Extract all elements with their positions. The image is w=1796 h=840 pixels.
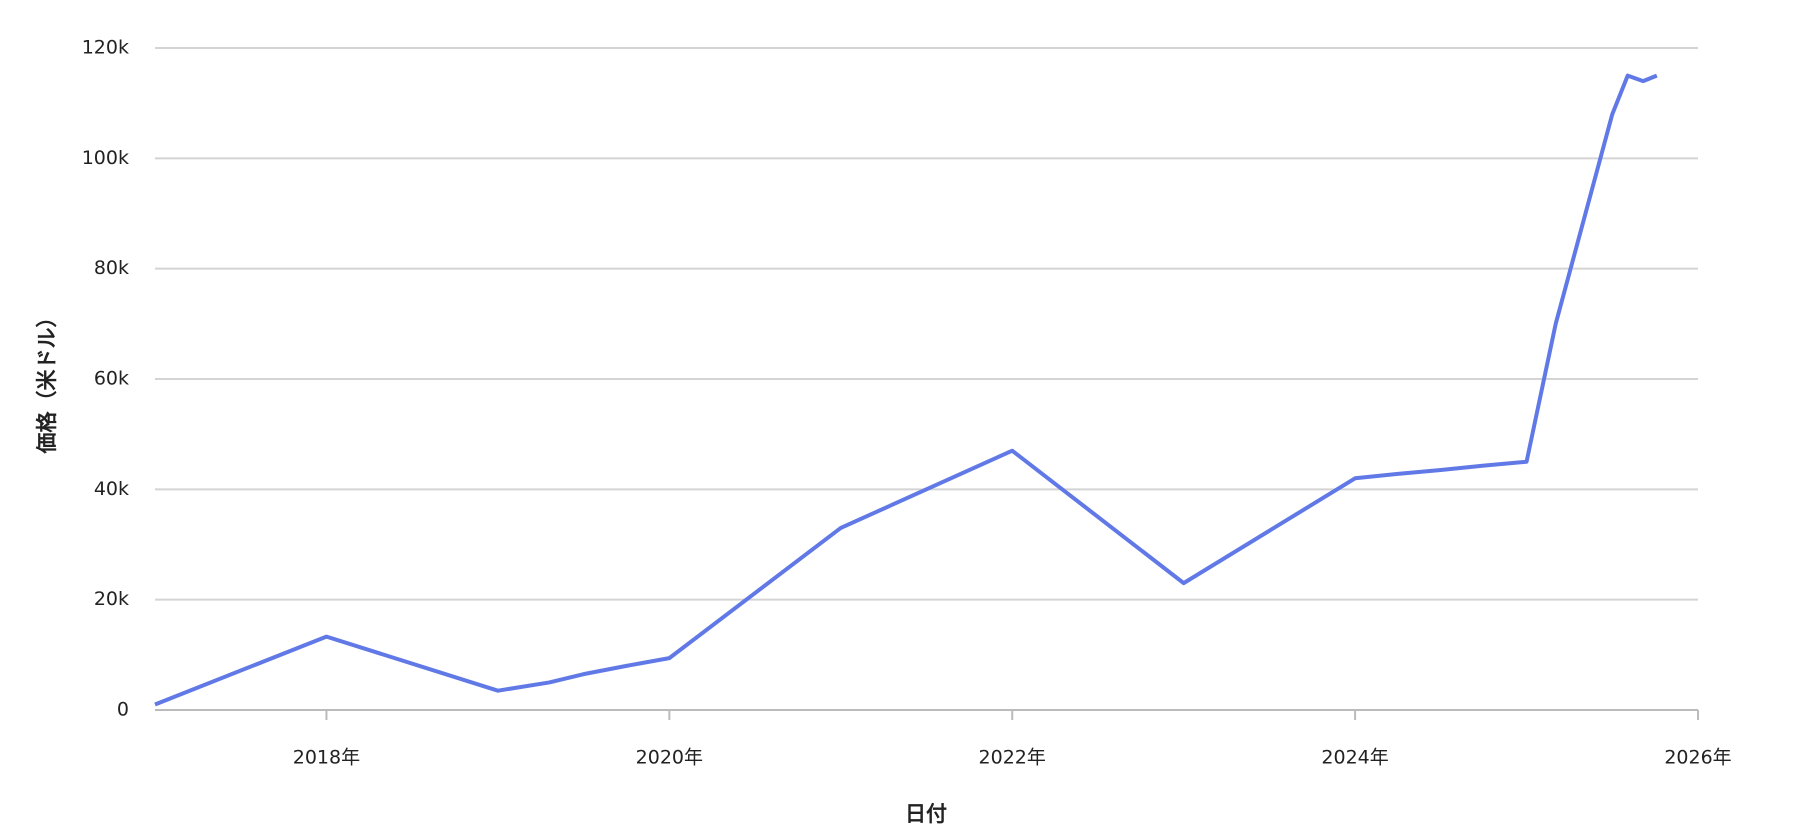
x-tick-label: 2020年 xyxy=(636,747,703,769)
y-tick-label: 120k xyxy=(82,37,129,59)
x-axis-title: 日付 xyxy=(905,802,947,826)
line-series xyxy=(154,73,1658,707)
x-tick-label: 2018年 xyxy=(293,747,360,769)
y-tick-label: 80k xyxy=(94,257,129,279)
y-tick-label: 60k xyxy=(94,368,129,390)
y-tick-label: 0 xyxy=(117,699,129,721)
y-tick-label: 40k xyxy=(94,478,129,500)
y-axis-title: 価格（米ドル） xyxy=(35,307,59,455)
x-tick-label: 2022年 xyxy=(979,747,1046,769)
x-tick-label: 2026年 xyxy=(1664,747,1731,769)
y-tick-label: 100k xyxy=(82,147,129,169)
x-tick-label: 2024年 xyxy=(1321,747,1388,769)
y-tick-label: 20k xyxy=(94,588,129,610)
